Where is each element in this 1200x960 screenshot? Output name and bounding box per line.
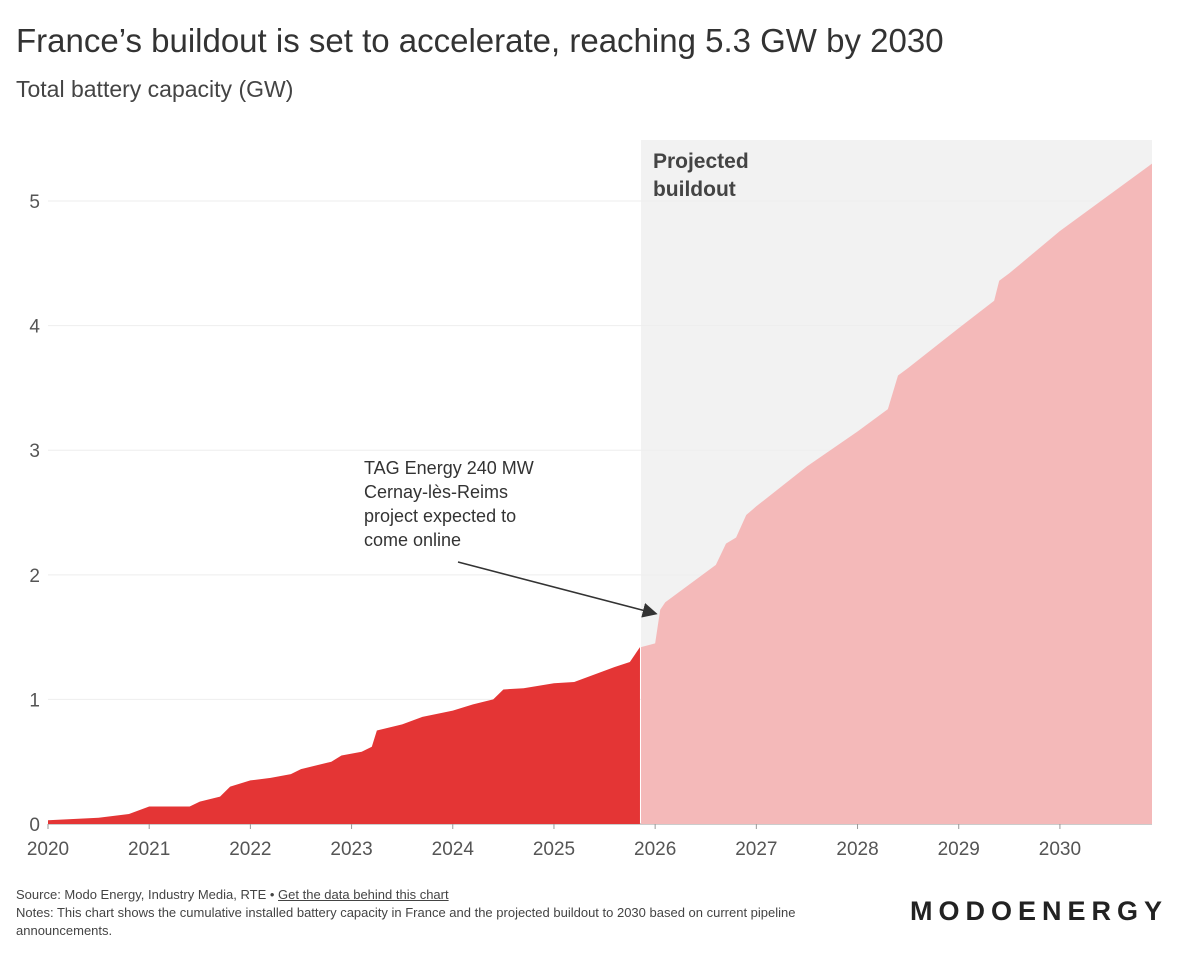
- y-tick-label: 5: [29, 192, 40, 213]
- y-tick-label: 3: [29, 441, 40, 462]
- area: [48, 647, 640, 824]
- x-tick-label: 2023: [330, 839, 372, 860]
- y-tick-label: 4: [29, 317, 40, 338]
- x-tick-label: 2024: [432, 839, 475, 860]
- x-tick-label: 2025: [533, 839, 575, 860]
- x-tick-label: 2028: [836, 839, 878, 860]
- chart: Projected buildout 0 1 2 3 4 5 2020 2021 2022 2023 2…: [27, 140, 1152, 860]
- logo: MODOENERGY: [910, 896, 1169, 926]
- y-tick-label: 2: [29, 566, 40, 587]
- x-tick-label: 2020: [27, 839, 69, 860]
- notes: Notes: This chart shows the cumulative i…: [16, 905, 796, 938]
- source: Source: Modo Energy, Industry Media, RTE…: [16, 887, 275, 902]
- projection-label: Projected buildout: [653, 150, 749, 201]
- x-tick-label: 2029: [938, 839, 980, 860]
- y-tick-label: 1: [29, 690, 40, 711]
- x-tick-label: 2030: [1039, 839, 1081, 860]
- x-tick-label: 2021: [128, 839, 170, 860]
- x-tick-label: 2027: [735, 839, 777, 860]
- area: [640, 163, 1152, 825]
- x-tick-label: 2022: [229, 839, 271, 860]
- y-tick-label: 0: [29, 815, 40, 836]
- data-link[interactable]: Get the data behind this chart: [278, 887, 449, 902]
- annotation-arrow: [457, 561, 658, 618]
- footer: Source: Modo Energy, Industry Media, RTE…: [16, 886, 876, 940]
- chart-subtitle: Total battery capacity (GW): [16, 76, 294, 102]
- chart-title: France’s buildout is set to accelerate, …: [16, 22, 944, 59]
- source-line: Source: Modo Energy, Industry Media, RTE…: [16, 886, 876, 904]
- annotation: TAG Energy 240 MW Cernay-lès-Reims project…: [364, 458, 534, 550]
- x-tick-label: 2026: [634, 839, 676, 860]
